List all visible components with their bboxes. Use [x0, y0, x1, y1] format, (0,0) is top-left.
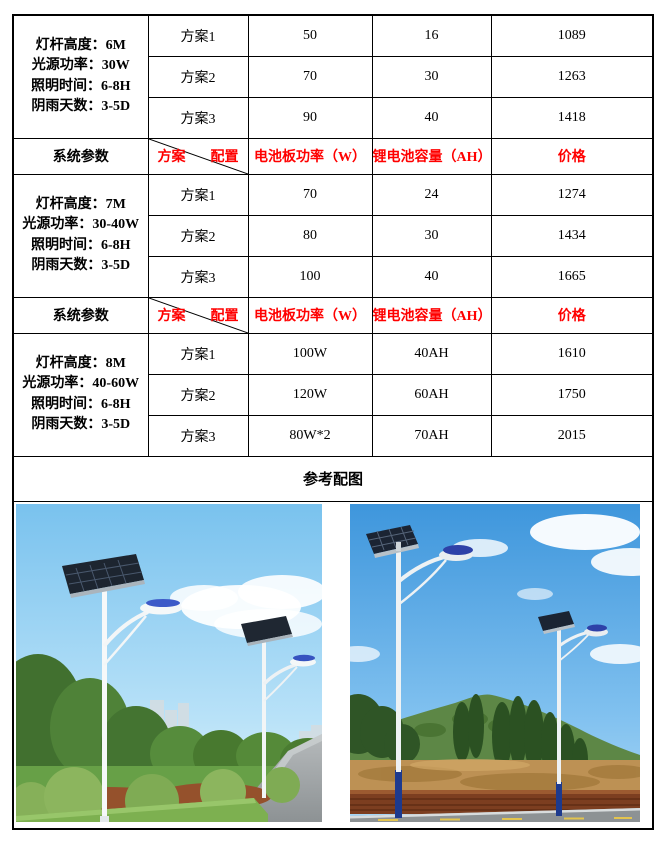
price-cell: 1274	[490, 173, 654, 216]
panel-power-cell: 100W	[247, 332, 373, 375]
price-cell: 1263	[490, 55, 654, 98]
header-price: 价格	[490, 296, 654, 334]
header-battery-capacity: 锂电池容量（AH）	[371, 296, 492, 334]
diagonal-divider	[149, 298, 248, 333]
caption-row: 参考配图	[12, 455, 654, 502]
header-panel-power: 电池板功率（W）	[247, 296, 373, 334]
header-plan-config: 方案 配置	[147, 296, 249, 334]
header-plan: 方案	[157, 150, 186, 165]
table-row: 方案3 90 40 1418	[13, 96, 654, 139]
reference-images-caption: 参考配图	[12, 455, 654, 502]
solar-street-light-back	[241, 615, 316, 798]
photo-row	[12, 500, 654, 829]
table-row: 方案2 80 30 1434	[13, 214, 654, 257]
clouds	[350, 513, 640, 664]
plan-label-cell: 方案2	[147, 55, 249, 98]
battery-capacity-cell: 60AH	[371, 373, 492, 416]
battery-capacity-cell: 24	[371, 173, 492, 216]
spec-source-power: 光源功率：40-60W	[22, 376, 140, 392]
table-header-row: 系统参数 方案 配置 电池板功率（W） 锂电池容量（AH） 价格	[12, 137, 654, 175]
panel-power-cell: 80W*2	[247, 414, 373, 457]
spec-cell-7m: 灯杆高度：7M 光源功率：30-40W 照明时间：6-8H 阴雨天数：3-5D	[12, 173, 149, 298]
spec-source-power: 光源功率：30W	[31, 58, 130, 74]
header-panel-power: 电池板功率（W）	[247, 137, 373, 175]
battery-capacity-cell: 40AH	[371, 332, 492, 375]
plan-label-cell: 方案1	[147, 14, 249, 57]
table-row: 灯杆高度：8M 光源功率：40-60W 照明时间：6-8H 阴雨天数：3-5D …	[12, 332, 654, 457]
spec-pole-height: 灯杆高度：8M	[35, 355, 126, 371]
table-row: 方案2 120W 60AH 1750	[13, 373, 654, 416]
header-system-params: 系统参数	[12, 137, 149, 175]
pricing-table: 灯杆高度：6M 光源功率：30W 照明时间：6-8H 阴雨天数：3-5D 方案1…	[12, 14, 654, 830]
reference-photo-left	[16, 503, 322, 822]
dark-trees-left	[350, 693, 420, 764]
table-header-row: 系统参数 方案 配置 电池板功率（W） 锂电池容量（AH） 价格	[12, 296, 654, 334]
solar-street-light-front	[366, 524, 473, 818]
plan-label-cell: 方案2	[147, 214, 249, 257]
price-cell: 2015	[490, 414, 654, 457]
header-plan: 方案	[157, 309, 186, 324]
reference-photo-right	[350, 503, 640, 822]
price-cell: 1434	[490, 214, 654, 257]
plan-label-cell: 方案1	[147, 332, 249, 375]
battery-capacity-cell: 30	[371, 55, 492, 98]
spec-pole-height: 灯杆高度：7M	[35, 196, 126, 212]
spec-source-power: 光源功率：30-40W	[22, 217, 140, 233]
plan-label-cell: 方案3	[147, 255, 249, 298]
header-plan-config: 方案 配置	[147, 137, 249, 175]
header-price: 价格	[490, 137, 654, 175]
diagonal-divider	[149, 139, 248, 174]
table-row: 灯杆高度：7M 光源功率：30-40W 照明时间：6-8H 阴雨天数：3-5D …	[12, 173, 654, 298]
price-cell: 1418	[490, 96, 654, 139]
panel-power-cell: 70	[247, 173, 373, 216]
plan-label-cell: 方案3	[147, 96, 249, 139]
solar-street-light-front	[62, 553, 182, 822]
price-cell: 1750	[490, 373, 654, 416]
spec-lighting-time: 照明时间：6-8H	[30, 78, 131, 94]
price-cell: 1089	[490, 14, 654, 57]
table-row: 方案2 70 30 1263	[13, 55, 654, 98]
battery-capacity-cell: 40	[371, 96, 492, 139]
spec-rainy-days: 阴雨天数：3-5D	[31, 99, 131, 115]
panel-power-cell: 50	[247, 14, 373, 57]
table-row: 灯杆高度：6M 光源功率：30W 照明时间：6-8H 阴雨天数：3-5D 方案1…	[12, 14, 654, 139]
solar-street-light-back	[538, 610, 608, 816]
battery-capacity-cell: 70AH	[371, 414, 492, 457]
header-battery-capacity: 锂电池容量（AH）	[371, 137, 492, 175]
panel-power-cell: 100	[247, 255, 373, 298]
spec-lighting-time: 照明时间：6-8H	[30, 396, 131, 412]
spec-cell-6m: 灯杆高度：6M 光源功率：30W 照明时间：6-8H 阴雨天数：3-5D	[12, 14, 149, 139]
spec-rainy-days: 阴雨天数：3-5D	[31, 257, 131, 273]
panel-power-cell: 70	[247, 55, 373, 98]
hedge-top	[350, 789, 640, 794]
panel-power-cell: 120W	[247, 373, 373, 416]
panel-power-cell: 90	[247, 96, 373, 139]
road-dashes	[378, 816, 632, 821]
battery-capacity-cell: 40	[371, 255, 492, 298]
header-config: 配置	[210, 309, 239, 324]
header-config: 配置	[210, 150, 239, 165]
spec-lighting-time: 照明时间：6-8H	[30, 237, 131, 253]
photo-cell	[12, 500, 654, 829]
spec-cell-8m: 灯杆高度：8M 光源功率：40-60W 照明时间：6-8H 阴雨天数：3-5D	[12, 332, 149, 457]
plan-label-cell: 方案1	[147, 173, 249, 216]
price-cell: 1665	[490, 255, 654, 298]
spec-rainy-days: 阴雨天数：3-5D	[31, 416, 131, 432]
table-row: 方案3 100 40 1665	[13, 255, 654, 298]
spec-pole-height: 灯杆高度：6M	[35, 38, 126, 54]
plan-label-cell: 方案3	[147, 414, 249, 457]
header-system-params: 系统参数	[12, 296, 149, 334]
price-cell: 1610	[490, 332, 654, 375]
battery-capacity-cell: 16	[371, 14, 492, 57]
plan-label-cell: 方案2	[147, 373, 249, 416]
panel-power-cell: 80	[247, 214, 373, 257]
battery-capacity-cell: 30	[371, 214, 492, 257]
